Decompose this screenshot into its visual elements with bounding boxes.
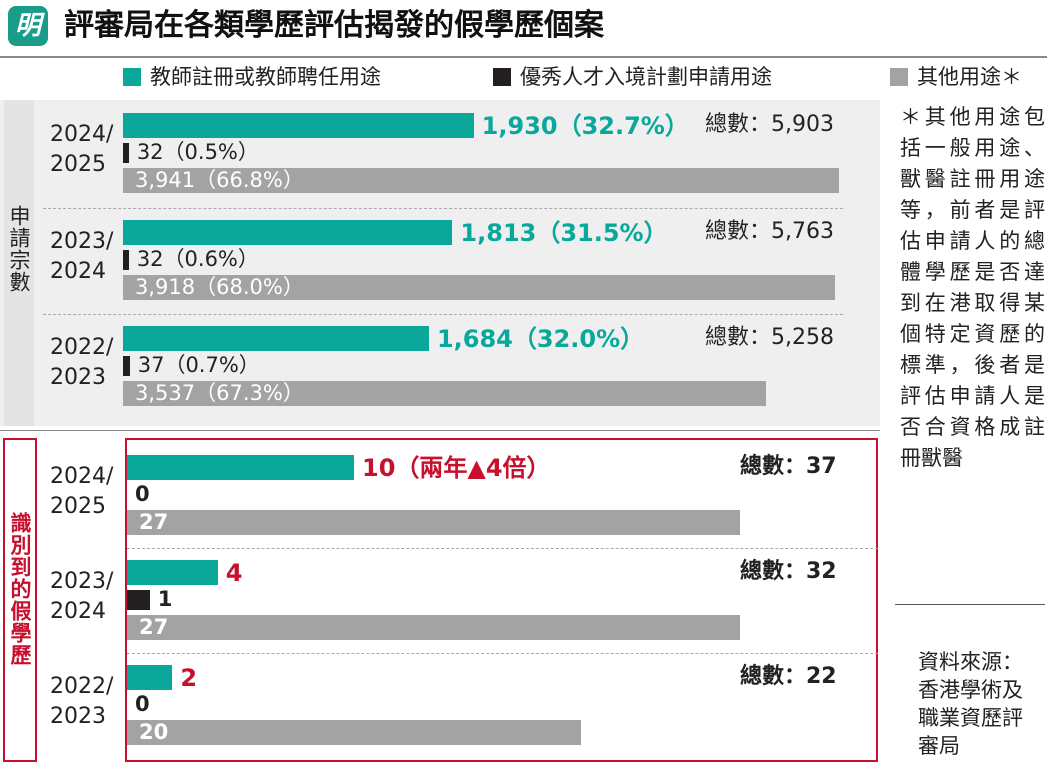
- value-label: 32（0.5%）: [136, 140, 259, 164]
- bar: [123, 381, 766, 406]
- legend-label: 優秀人才入境計劃申請用途: [520, 65, 772, 89]
- total-label: 總數：37: [740, 454, 837, 479]
- group-separator: [127, 548, 878, 549]
- panel-box: [125, 438, 878, 762]
- total-label: 總數：5,903: [705, 112, 834, 137]
- legend-swatch: [493, 68, 511, 86]
- category-label: 2023/ 2024: [50, 569, 114, 624]
- total-label: 總數：5,258: [705, 325, 834, 350]
- legend-swatch: [123, 68, 141, 86]
- value-label: 3,941（66.8%）: [135, 168, 304, 192]
- category-label: 2022/ 2023: [50, 674, 114, 729]
- value-label: 37（0.7%）: [137, 353, 260, 377]
- value-label: 2: [180, 664, 198, 692]
- value-label: 0: [135, 692, 150, 716]
- bar: [123, 143, 129, 163]
- panel-label: 申請宗數: [7, 205, 31, 293]
- bar: [127, 665, 173, 690]
- value-label: 27: [139, 510, 169, 534]
- source: 資料來源：香港學術及職業資歷評審局: [918, 650, 1023, 758]
- total-label: 總數：32: [740, 559, 837, 584]
- value-label: 27: [139, 615, 169, 639]
- bar: [123, 113, 474, 138]
- title: 評審局在各類學歷評估揭發的假學歷個案: [64, 8, 604, 43]
- bar: [127, 560, 218, 585]
- value-label: 3,918（68.0%）: [135, 275, 304, 299]
- category-label: 2023/ 2024: [50, 229, 114, 284]
- panel-label: 識別到的假學歷: [8, 512, 32, 666]
- panel-label-box: [3, 438, 37, 762]
- value-label: 32（0.6%）: [136, 247, 259, 271]
- bar: [123, 356, 130, 376]
- panel-label-bg: [4, 100, 34, 426]
- panel-bg: [0, 100, 880, 426]
- logo: 明: [8, 6, 48, 46]
- value-label: 20: [139, 720, 169, 744]
- bar: [127, 510, 740, 535]
- value-label: 1,813（31.5%）: [460, 219, 668, 247]
- group-separator: [43, 208, 843, 209]
- value-label: 1,684（32.0%）: [436, 325, 645, 353]
- value-label: 3,537（67.3%）: [135, 381, 304, 405]
- value-label: 0: [135, 482, 150, 506]
- bar: [123, 275, 835, 300]
- note: ＊其他用途包括一般用途、獸醫註冊用途等，前者是評估申請人的總體學歷是否達到在港取…: [900, 105, 1045, 470]
- category-label: 2024/ 2025: [50, 122, 114, 177]
- legend-label: 教師註冊或教師聘任用途: [150, 65, 381, 89]
- total-label: 總數：22: [740, 664, 837, 689]
- category-label: 2024/ 2025: [50, 464, 114, 519]
- title-rule: [0, 56, 1047, 58]
- legend-label: 其他用途＊: [917, 65, 1022, 89]
- value-label: 1,930（32.7%）: [481, 112, 689, 140]
- bar: [123, 250, 129, 270]
- group-separator: [127, 653, 878, 654]
- bar: [127, 455, 354, 480]
- bar: [127, 590, 150, 610]
- bar: [123, 220, 453, 245]
- note-rule: [895, 604, 1045, 605]
- total-label: 總數：5,763: [705, 219, 834, 244]
- legend-swatch: [890, 68, 908, 86]
- value-label: 1: [157, 587, 173, 611]
- category-label: 2022/ 2023: [50, 335, 114, 390]
- value-label: 4: [225, 559, 243, 587]
- value-label: 10（兩年▲4倍）: [362, 454, 551, 482]
- bar: [127, 720, 581, 745]
- group-separator: [43, 314, 843, 315]
- panel-rule: [0, 430, 880, 431]
- bar: [127, 615, 740, 640]
- bar: [123, 168, 840, 193]
- bar: [123, 326, 429, 351]
